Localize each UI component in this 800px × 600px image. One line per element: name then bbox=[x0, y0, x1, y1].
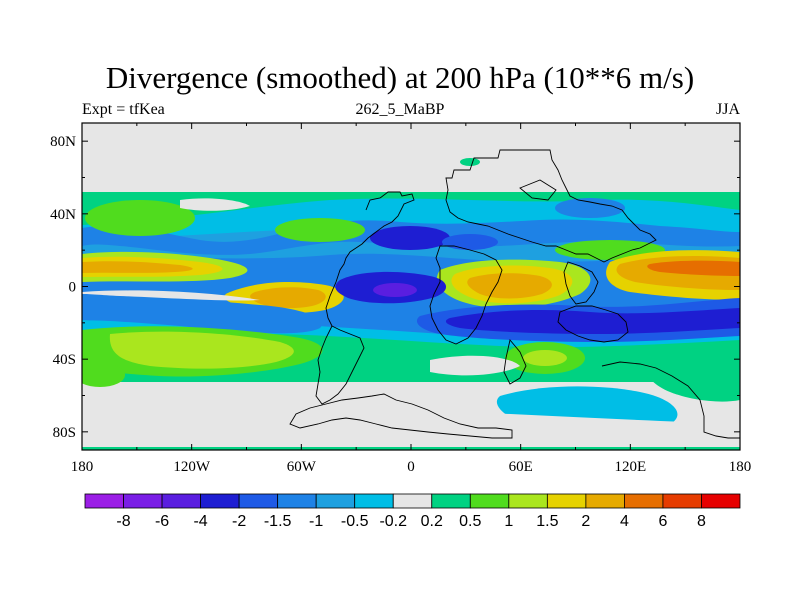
field-shading bbox=[82, 123, 740, 450]
lon-tick-label: 180 bbox=[71, 459, 94, 475]
colorbar-label: 2 bbox=[581, 513, 590, 530]
colorbar-swatch bbox=[624, 493, 664, 509]
colorbar-swatch bbox=[662, 493, 702, 509]
latitude-axis: 80N 40N 0 40S 80S bbox=[50, 134, 740, 441]
colorbar-label: 0.5 bbox=[459, 513, 481, 530]
lon-tick-label: 120E bbox=[614, 459, 646, 475]
colorbar-swatch bbox=[84, 493, 124, 509]
colorbar-swatch bbox=[161, 493, 201, 509]
colorbar-swatch bbox=[315, 493, 356, 509]
colorbar-label: 6 bbox=[658, 513, 667, 530]
colorbar-label: -4 bbox=[193, 513, 207, 530]
experiment-label: Expt = tfKea bbox=[82, 101, 165, 118]
colorbar-swatch bbox=[585, 493, 625, 509]
longitude-axis: 180 120W 60W 0 60E 120E 180 bbox=[71, 123, 752, 475]
colorbar-label: 4 bbox=[620, 513, 629, 530]
colorbar-label: -2 bbox=[232, 513, 246, 530]
colorbar-swatch bbox=[469, 493, 510, 509]
colorbar-swatch bbox=[701, 493, 741, 509]
lon-tick-label: 0 bbox=[407, 459, 415, 475]
colorbar-swatch bbox=[200, 493, 240, 509]
lat-tick-label: 40S bbox=[53, 352, 76, 368]
colorbar-swatch bbox=[123, 493, 163, 509]
colorbar-swatch bbox=[431, 493, 471, 509]
lon-tick-label: 60E bbox=[509, 459, 533, 475]
colorbar-label: 8 bbox=[697, 513, 706, 530]
lat-tick-label: 80S bbox=[53, 425, 76, 441]
lat-tick-label: 0 bbox=[69, 280, 77, 296]
colorbar-swatch bbox=[392, 493, 433, 509]
colorbar-swatch bbox=[277, 493, 317, 509]
colorbar-label: 1 bbox=[504, 513, 513, 530]
colorbar-label: -1.5 bbox=[264, 513, 292, 530]
colorbar-swatch bbox=[546, 493, 587, 509]
lon-tick-label: 180 bbox=[729, 459, 752, 475]
colorbar-swatch bbox=[508, 493, 548, 509]
colorbar-label: -1 bbox=[309, 513, 323, 530]
lat-tick-label: 80N bbox=[50, 134, 76, 150]
colorbar: -8 -6 -4 -2 -1.5 -1 -0.5 -0.2 0.2 0.5 1 1.5 2 4 6 8 bbox=[84, 493, 741, 530]
colorbar-swatch bbox=[354, 493, 394, 509]
colorbar-label: -6 bbox=[155, 513, 169, 530]
season-label: JJA bbox=[715, 101, 740, 118]
colorbar-label: -0.2 bbox=[379, 513, 407, 530]
colorbar-label: 1.5 bbox=[536, 513, 558, 530]
lon-tick-label: 120W bbox=[173, 459, 211, 475]
lat-tick-label: 40N bbox=[50, 207, 76, 223]
colorbar-label: 0.2 bbox=[421, 513, 443, 530]
colorbar-label: -0.5 bbox=[341, 513, 369, 530]
lon-tick-label: 60W bbox=[287, 459, 317, 475]
colorbar-label: -8 bbox=[116, 513, 130, 530]
continent-outlines bbox=[289, 149, 740, 439]
colorbar-swatch bbox=[238, 493, 279, 509]
map-title: Divergence (smoothed) at 200 hPa (10**6 … bbox=[105, 60, 695, 95]
case-label: 262_5_MaBP bbox=[355, 101, 445, 118]
